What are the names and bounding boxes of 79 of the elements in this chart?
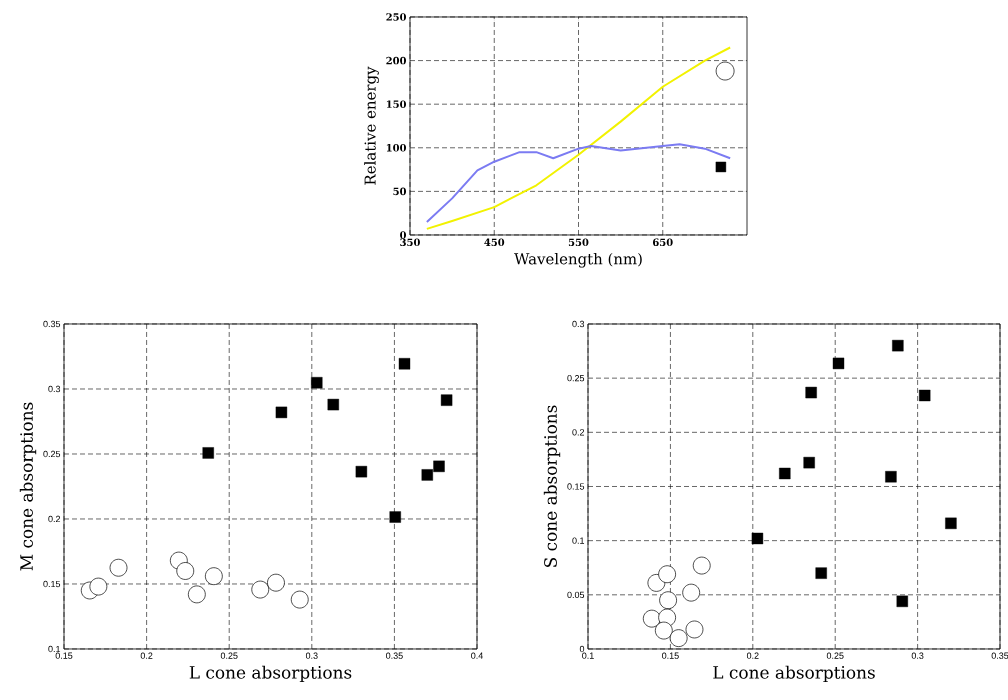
x-tick-label: 0.2 [140,652,153,659]
point [327,398,339,411]
line-series [425,143,732,223]
point [779,467,791,480]
y-tick-label: 0.1 [48,645,61,653]
point [692,556,711,575]
y-tick-label: 0.1 [572,537,585,544]
point [659,591,677,610]
y-tick-label: 0.3 [48,385,61,393]
y-axis-title: M cone absorptions [19,402,37,571]
y-tick-label: 0.2 [48,515,61,523]
point [892,339,904,352]
point [805,386,817,399]
point [398,358,411,370]
point [251,580,270,599]
x-axis-title: L cone absorptions [713,665,875,683]
x-tick-label: 0.25 [826,652,844,659]
x-tick-label: 650 [652,238,673,247]
y-tick-label: 0.3 [572,320,585,328]
point [109,558,128,577]
x-tick-label: 0.15 [662,652,679,659]
point [945,517,957,530]
y-tick-label: 0.05 [567,591,585,598]
x-tick-label: 0.25 [220,652,238,659]
point [815,567,827,579]
point [896,595,908,608]
line-series [425,46,732,230]
point [682,583,701,602]
y-tick-label: 0.25 [43,450,61,458]
point [654,621,673,640]
x-tick-label: 350 [400,238,420,247]
point [275,406,288,419]
y-tick-label: 200 [386,56,407,65]
point [919,389,931,402]
y-tick-label: 50 [393,187,407,196]
y-tick-label: 0 [400,231,407,239]
y-tick-label: 0.25 [567,374,585,382]
y-tick-label: 0.2 [572,429,585,436]
y-tick-label: 0 [579,645,585,653]
point [311,377,323,389]
y-tick-label: 250 [386,13,407,21]
point [421,469,433,481]
x-tick-label: 0.3 [305,652,318,659]
point [89,577,108,596]
y-axis-title: Relative energy [364,66,379,185]
x-axis-title: L cone absorptions [189,665,352,683]
x-tick-label: 0.1 [582,652,594,659]
point [669,629,688,647]
x-tick-label: 0.15 [55,652,73,659]
y-tick-label: 0.15 [43,580,61,588]
point [751,532,764,545]
point [803,456,815,469]
point [176,562,195,580]
point [642,609,661,628]
x-tick-label: 550 [568,238,589,247]
x-tick-label: 0.4 [471,652,483,659]
point [202,447,214,459]
x-tick-label: 0.3 [911,652,924,659]
point [658,565,676,584]
point [355,465,368,478]
y-tick-label: 100 [386,144,407,152]
y-tick-label: 0.35 [43,320,61,328]
y-tick-label: 0.15 [567,483,585,490]
point [267,573,285,592]
point [832,357,845,370]
point [885,471,897,483]
point [187,585,206,604]
point [440,394,453,406]
point [290,590,309,609]
point [433,460,445,473]
point [389,511,401,523]
y-tick-label: 150 [386,100,407,108]
x-tick-label: 450 [484,238,505,247]
point [204,567,223,586]
point [685,620,704,639]
x-tick-label: 0.2 [746,652,759,659]
x-tick-label: 0.35 [991,652,1008,659]
x-axis-title: Wavelength (nm) [514,252,642,268]
y-axis-title: S cone absorptions [543,405,561,567]
